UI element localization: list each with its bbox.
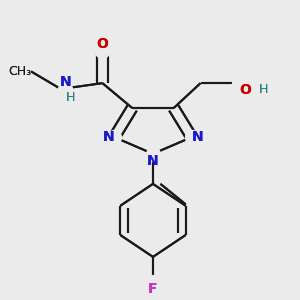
Text: O: O [97,37,108,51]
Text: O: O [239,83,251,97]
Text: H: H [259,83,268,96]
Text: N: N [192,130,203,144]
Text: N: N [103,130,114,144]
Text: N: N [147,154,159,168]
Text: H: H [65,91,75,104]
Text: H: H [259,83,268,96]
Text: N: N [147,154,159,168]
Text: O: O [97,37,108,51]
Text: H: H [65,91,75,104]
Text: N: N [192,130,203,144]
Text: CH₃: CH₃ [8,65,31,78]
Text: N: N [103,130,114,144]
Text: N: N [59,75,71,89]
Text: CH₃: CH₃ [8,65,31,78]
Text: F: F [148,282,158,296]
Text: F: F [148,282,158,296]
Text: O: O [239,83,251,97]
Text: N: N [59,75,71,89]
